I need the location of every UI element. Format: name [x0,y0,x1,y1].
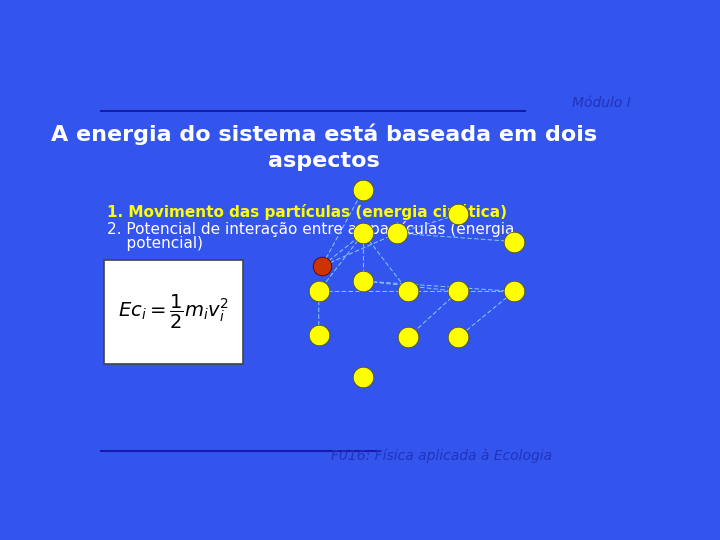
Text: 2. Potencial de interação entre as partículas (energia: 2. Potencial de interação entre as partí… [107,221,514,237]
Text: Módulo I: Módulo I [572,96,631,110]
Point [358,276,369,285]
Point [402,287,414,296]
Point [313,330,325,340]
Point [358,229,369,238]
Point [508,237,520,246]
Point [453,210,464,219]
Text: $Ec_i = \dfrac{1}{2} m_i v_i^2$: $Ec_i = \dfrac{1}{2} m_i v_i^2$ [118,293,229,331]
Point [316,262,328,271]
Text: F016: Física aplicada à Ecologia: F016: Física aplicada à Ecologia [331,449,552,463]
Point [508,287,520,296]
Point [453,333,464,341]
Text: potencial): potencial) [107,236,203,251]
Point [453,287,464,296]
Point [313,287,325,296]
Point [358,373,369,381]
Text: 1. Movimento das partículas (energia cinética): 1. Movimento das partículas (energia cin… [107,204,507,220]
Point [402,333,414,341]
Point [358,185,369,194]
Point [391,229,402,238]
Text: A energia do sistema está baseada em dois
aspectos: A energia do sistema está baseada em doi… [51,123,598,171]
FancyBboxPatch shape [104,260,243,364]
